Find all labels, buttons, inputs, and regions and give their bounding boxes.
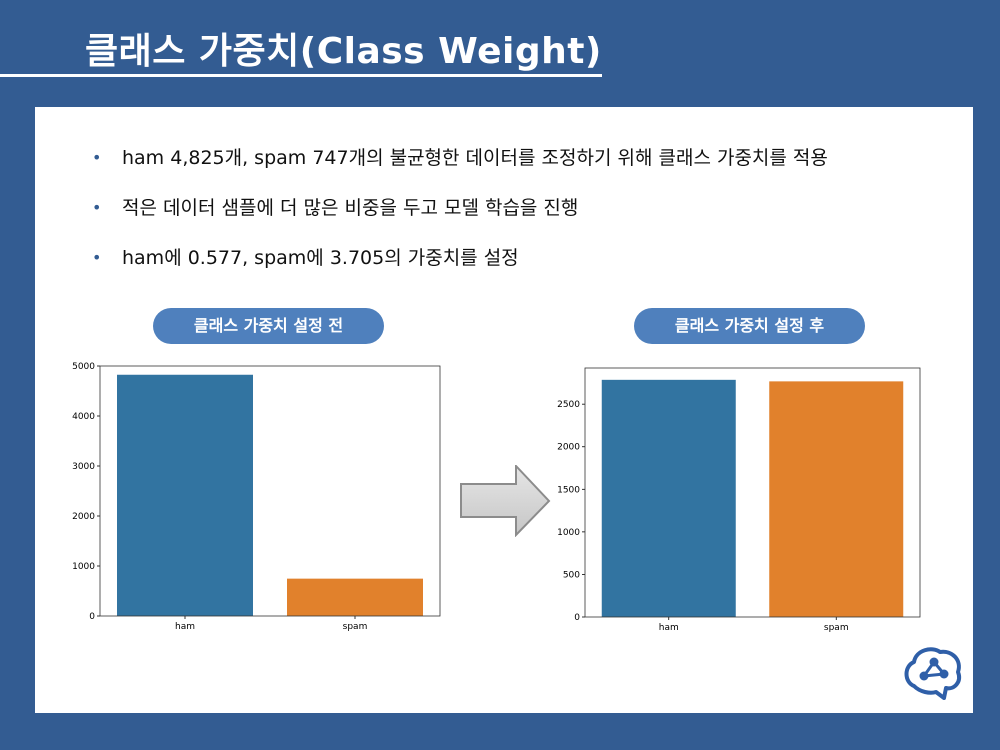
- bullet-text: 적은 데이터 샘플에 더 많은 비중을 두고 모델 학습을 진행: [122, 197, 579, 219]
- x-tick-label: spam: [343, 622, 368, 632]
- y-tick-label: 5000: [72, 362, 95, 372]
- x-tick-label: ham: [659, 623, 679, 633]
- bullet-text: ham에 0.577, spam에 3.705의 가중치를 설정: [122, 247, 519, 269]
- right-arrow-icon: [460, 465, 551, 537]
- bullet-item: • ham 4,825개, spam 747개의 불균형한 데이터를 조정하기 위…: [92, 143, 828, 193]
- bullet-item: • ham에 0.577, spam에 3.705의 가중치를 설정: [92, 243, 828, 293]
- after-bar-chart: ham spam 0 500 1000 1500 2000 2500: [557, 367, 921, 633]
- plot-frame: [584, 367, 921, 618]
- y-tick-label: 1000: [557, 528, 580, 538]
- bullet-list: • ham 4,825개, spam 747개의 불균형한 데이터를 조정하기 위…: [92, 143, 828, 293]
- y-tick-label: 2500: [557, 400, 580, 410]
- title-underline: [0, 74, 602, 77]
- y-tick-label: 500: [563, 570, 580, 580]
- y-tick-label: 4000: [72, 412, 95, 422]
- bullet-dot-icon: •: [92, 248, 102, 267]
- bullet-text: ham 4,825개, spam 747개의 불균형한 데이터를 조정하기 위해…: [122, 147, 828, 169]
- bar-ham: [117, 374, 253, 616]
- after-label-pill: 클래스 가중치 설정 후: [634, 308, 865, 344]
- y-tick-label: 2000: [72, 512, 95, 522]
- slide-title: 클래스 가중치(Class Weight): [85, 31, 602, 72]
- bar-spam: [769, 381, 904, 617]
- bullet-dot-icon: •: [92, 148, 102, 167]
- before-label-pill: 클래스 가중치 설정 전: [153, 308, 384, 344]
- bullet-item: • 적은 데이터 샘플에 더 많은 비중을 두고 모델 학습을 진행: [92, 193, 828, 243]
- y-tick-label: 2000: [557, 443, 580, 453]
- brain-network-logo-icon: [904, 647, 961, 700]
- y-tick-label: 0: [574, 613, 580, 623]
- y-tick-label: 1000: [72, 562, 95, 572]
- y-tick-label: 1500: [557, 485, 580, 495]
- bullet-dot-icon: •: [92, 198, 102, 217]
- x-tick-label: spam: [824, 623, 849, 633]
- before-bar-chart: ham spam 0 1000 2000 3000 4000 5000: [72, 362, 441, 632]
- bar-ham: [601, 379, 736, 617]
- bar-spam: [287, 578, 423, 616]
- x-tick-label: ham: [175, 622, 195, 632]
- y-tick-label: 0: [89, 612, 95, 622]
- y-tick-label: 3000: [72, 462, 95, 472]
- plot-frame: [99, 365, 441, 617]
